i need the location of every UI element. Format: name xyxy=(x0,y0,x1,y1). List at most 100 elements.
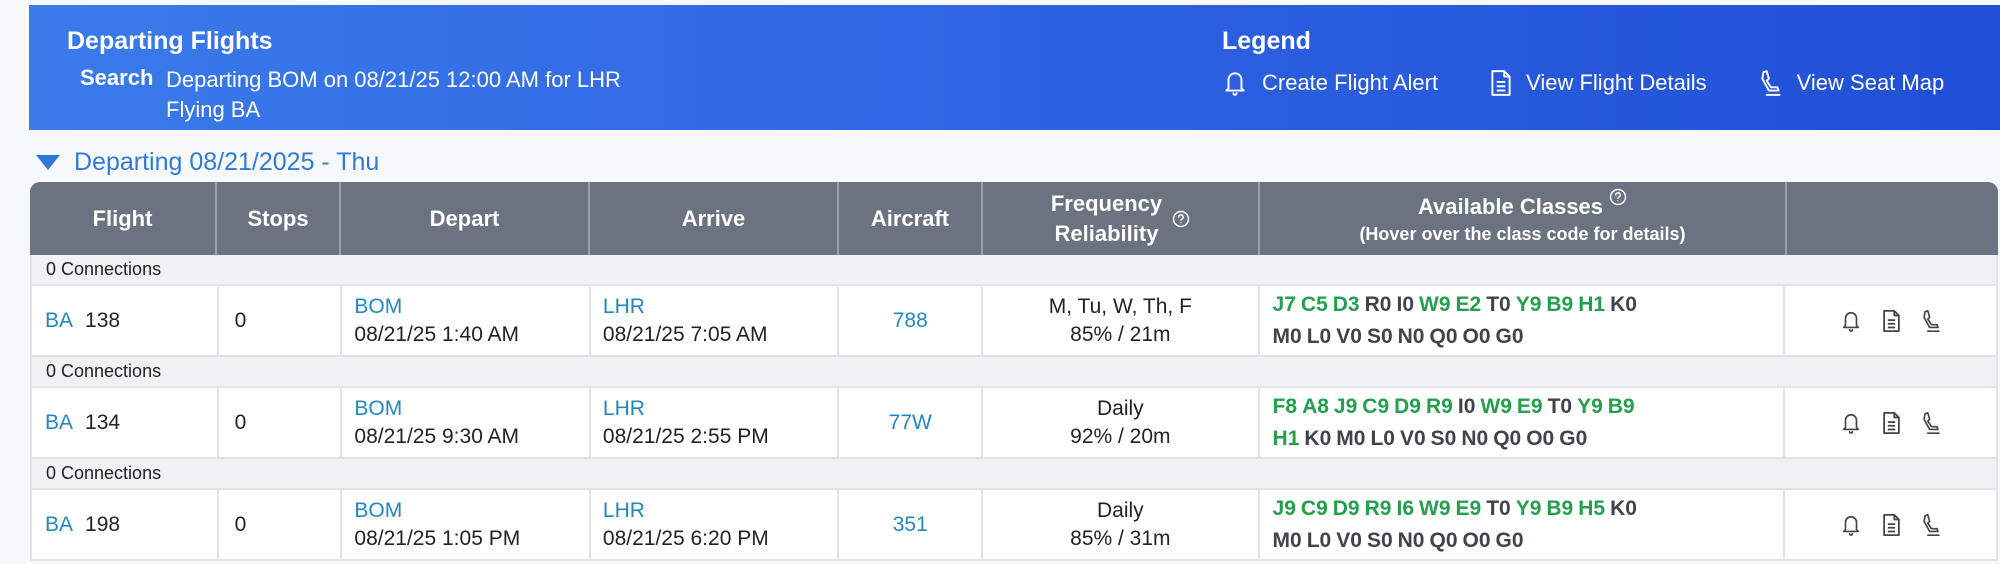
class-code[interactable]: N0 xyxy=(1461,426,1489,450)
class-code[interactable]: R9 xyxy=(1426,394,1453,418)
view-seat-map-button[interactable] xyxy=(1921,309,1942,333)
class-code[interactable]: J7 xyxy=(1272,292,1296,316)
class-code[interactable]: T0 xyxy=(1547,394,1573,418)
class-code[interactable]: S0 xyxy=(1366,324,1393,348)
class-code[interactable]: E9 xyxy=(1455,496,1482,520)
class-code[interactable]: L0 xyxy=(1370,426,1395,450)
reliability-value: 92% / 20m xyxy=(1070,424,1171,448)
depart-airport-link[interactable]: BOM xyxy=(354,294,403,318)
class-code[interactable]: C5 xyxy=(1300,292,1328,316)
class-code[interactable]: Y9 xyxy=(1515,292,1542,316)
flight-number: 134 xyxy=(85,410,121,434)
aircraft-link[interactable]: 351 xyxy=(892,512,928,536)
class-code[interactable]: N0 xyxy=(1397,528,1425,552)
class-code[interactable]: S0 xyxy=(1366,528,1393,552)
class-code[interactable]: S0 xyxy=(1430,426,1457,450)
class-code[interactable]: H5 xyxy=(1578,496,1606,520)
class-code[interactable]: B9 xyxy=(1546,496,1574,520)
class-code[interactable]: G0 xyxy=(1495,324,1524,348)
class-code[interactable]: T0 xyxy=(1486,292,1511,316)
class-code[interactable]: H1 xyxy=(1578,292,1606,316)
create-flight-alert-button[interactable] xyxy=(1840,513,1862,537)
help-icon[interactable] xyxy=(1609,188,1627,206)
class-code[interactable]: D9 xyxy=(1394,394,1421,418)
class-code[interactable]: D9 xyxy=(1332,496,1360,520)
class-code[interactable]: Y9 xyxy=(1515,496,1542,520)
airline-link[interactable]: BA xyxy=(45,410,74,434)
create-flight-alert-button[interactable] xyxy=(1840,309,1862,333)
class-code[interactable]: Y9 xyxy=(1577,394,1603,418)
class-code[interactable]: N0 xyxy=(1397,324,1425,348)
create-flight-alert-button[interactable] xyxy=(1840,411,1862,435)
view-seat-map-button[interactable] xyxy=(1921,411,1942,435)
class-code[interactable]: M0 xyxy=(1272,324,1302,348)
class-code[interactable]: Q0 xyxy=(1493,426,1522,450)
class-code[interactable]: W9 xyxy=(1419,292,1451,316)
class-code[interactable]: Q0 xyxy=(1429,324,1458,348)
class-code[interactable]: E9 xyxy=(1516,394,1543,418)
arrive-airport-link[interactable]: LHR xyxy=(602,498,645,522)
bell-icon xyxy=(1842,413,1859,434)
view-flight-details-button[interactable] xyxy=(1882,309,1901,333)
class-code[interactable]: J9 xyxy=(1333,394,1358,418)
flight-cell: BA 138 xyxy=(32,286,219,355)
arrive-cell: LHR 08/21/25 7:05 AM xyxy=(591,286,840,355)
class-code[interactable]: O0 xyxy=(1462,528,1491,552)
table-row: BA 134 0 BOM 08/21/25 9:30 AM LHR 08/21/… xyxy=(30,388,1998,459)
airline-link[interactable]: BA xyxy=(45,512,74,536)
view-flight-details-button[interactable] xyxy=(1882,411,1901,435)
class-code[interactable]: D3 xyxy=(1332,292,1360,316)
class-code[interactable]: W9 xyxy=(1480,394,1512,418)
class-code[interactable]: Q0 xyxy=(1429,528,1458,552)
class-code[interactable]: B9 xyxy=(1607,394,1635,418)
class-code[interactable]: V0 xyxy=(1399,426,1426,450)
column-header-depart: Depart xyxy=(341,182,590,255)
class-code[interactable]: E2 xyxy=(1455,292,1482,316)
class-code[interactable]: G0 xyxy=(1559,426,1588,450)
depart-airport-link[interactable]: BOM xyxy=(354,498,403,522)
class-code[interactable]: L0 xyxy=(1306,528,1332,552)
class-code[interactable]: K0 xyxy=(1610,292,1637,316)
class-code[interactable]: K0 xyxy=(1304,426,1332,450)
class-code[interactable]: R0 xyxy=(1364,292,1392,316)
arrive-time: 08/21/25 2:55 PM xyxy=(602,424,769,448)
view-seat-map-button[interactable] xyxy=(1921,513,1942,537)
class-code[interactable]: K0 xyxy=(1610,496,1637,520)
depart-airport-link[interactable]: BOM xyxy=(354,396,403,420)
class-code[interactable]: T0 xyxy=(1486,496,1511,520)
aircraft-link[interactable]: 788 xyxy=(892,308,928,332)
class-code[interactable]: I0 xyxy=(1396,292,1414,316)
class-code[interactable]: O0 xyxy=(1526,426,1555,450)
class-code[interactable]: F8 xyxy=(1272,394,1298,418)
class-code[interactable]: M0 xyxy=(1336,426,1366,450)
class-code[interactable]: A8 xyxy=(1302,394,1329,418)
stops-value: 0 xyxy=(234,308,247,332)
class-code[interactable]: R9 xyxy=(1364,496,1392,520)
view-flight-details-button[interactable] xyxy=(1882,513,1901,537)
airline-link[interactable]: BA xyxy=(45,308,74,332)
arrive-airport-link[interactable]: LHR xyxy=(602,294,645,318)
class-code[interactable]: C9 xyxy=(1362,394,1390,418)
class-code[interactable]: W9 xyxy=(1419,496,1451,520)
day-group-toggle[interactable]: Departing 08/21/2025 - Thu xyxy=(36,148,379,177)
class-code[interactable]: V0 xyxy=(1336,324,1362,348)
class-code[interactable]: L0 xyxy=(1306,324,1332,348)
arrive-airport-link[interactable]: LHR xyxy=(602,396,645,420)
legend-label: Create Flight Alert xyxy=(1262,70,1439,95)
class-code[interactable]: H1 xyxy=(1272,426,1300,450)
class-code[interactable]: J9 xyxy=(1272,496,1296,520)
class-code[interactable]: C9 xyxy=(1300,496,1328,520)
class-code[interactable]: I0 xyxy=(1457,394,1476,418)
class-code[interactable]: O0 xyxy=(1462,324,1491,348)
bell-icon xyxy=(1842,311,1859,332)
class-code[interactable]: G0 xyxy=(1495,528,1524,552)
class-code[interactable]: V0 xyxy=(1336,528,1362,552)
aircraft-link[interactable]: 77W xyxy=(888,410,932,434)
stops-value: 0 xyxy=(234,512,247,536)
seat-icon xyxy=(1923,309,1940,332)
class-code[interactable]: I6 xyxy=(1396,496,1414,520)
class-code[interactable]: M0 xyxy=(1272,528,1302,552)
help-icon[interactable] xyxy=(1172,210,1190,228)
aircraft-cell: 351 xyxy=(839,490,984,559)
class-code[interactable]: B9 xyxy=(1546,292,1574,316)
